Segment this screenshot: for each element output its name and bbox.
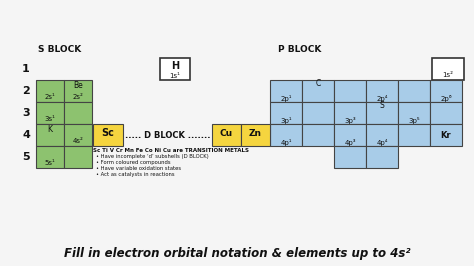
Bar	[64, 80, 92, 102]
Bar	[270, 124, 302, 146]
Bar	[334, 124, 366, 146]
Bar	[64, 102, 92, 124]
Text: H: H	[171, 61, 179, 71]
Bar	[270, 102, 302, 124]
Text: Sc Ti V Cr Mn Fe Co Ni Cu are TRANSITION METALS: Sc Ti V Cr Mn Fe Co Ni Cu are TRANSITION…	[93, 148, 249, 153]
Bar	[334, 102, 366, 124]
Text: 4p³: 4p³	[344, 139, 356, 146]
Text: Zn: Zn	[249, 128, 262, 138]
Text: • Form coloured compounds: • Form coloured compounds	[96, 160, 171, 165]
Bar	[334, 80, 366, 102]
Text: 3p¹: 3p¹	[280, 117, 292, 123]
Text: • Have incomplete ‘d’ subshells (D BLOCK): • Have incomplete ‘d’ subshells (D BLOCK…	[96, 154, 209, 159]
Text: Cu: Cu	[220, 128, 233, 138]
Text: P BLOCK: P BLOCK	[278, 45, 321, 54]
Text: 2s²: 2s²	[73, 94, 83, 100]
Bar	[430, 80, 462, 102]
Text: 1s²: 1s²	[443, 72, 454, 78]
Text: Kr: Kr	[441, 131, 451, 139]
Text: Be: Be	[73, 81, 83, 89]
Bar	[270, 80, 302, 102]
Text: C: C	[315, 80, 320, 89]
Bar	[432, 58, 464, 80]
Bar	[430, 124, 462, 146]
Bar	[334, 146, 366, 168]
Bar	[366, 146, 398, 168]
Bar	[398, 102, 430, 124]
Bar	[302, 102, 334, 124]
Text: ..... D BLOCK .......: ..... D BLOCK .......	[125, 131, 210, 139]
Bar	[366, 102, 398, 124]
Text: 2s¹: 2s¹	[45, 94, 55, 100]
Bar	[212, 124, 241, 146]
Bar	[366, 80, 398, 102]
Text: 4p⁴: 4p⁴	[376, 139, 388, 146]
Text: 5s¹: 5s¹	[45, 160, 55, 166]
Text: 2p⁴: 2p⁴	[376, 94, 388, 102]
Text: 3s¹: 3s¹	[45, 116, 55, 122]
Text: 2p¹: 2p¹	[280, 94, 292, 102]
Bar	[36, 102, 64, 124]
Bar	[36, 146, 64, 168]
Bar	[366, 124, 398, 146]
Text: 4p¹: 4p¹	[280, 139, 292, 146]
Text: 2: 2	[22, 86, 30, 96]
Text: 1s¹: 1s¹	[170, 73, 181, 78]
Bar	[64, 124, 92, 146]
Text: 5: 5	[22, 152, 30, 162]
Text: S BLOCK: S BLOCK	[38, 45, 81, 54]
Text: 1: 1	[22, 64, 30, 74]
Bar	[160, 58, 190, 80]
Bar	[64, 146, 92, 168]
Text: 2p⁶: 2p⁶	[440, 94, 452, 102]
Text: 3p³: 3p³	[344, 117, 356, 123]
Text: • Have variable oxidation states: • Have variable oxidation states	[96, 166, 181, 171]
Text: S: S	[380, 102, 384, 110]
Bar	[430, 102, 462, 124]
Text: 4: 4	[22, 130, 30, 140]
Bar	[93, 124, 123, 146]
Text: Sc: Sc	[101, 128, 114, 138]
Bar	[398, 80, 430, 102]
Bar	[302, 124, 334, 146]
Bar	[398, 124, 430, 146]
Text: K: K	[47, 124, 53, 134]
Text: Fill in electron orbital notation & elements up to 4s²: Fill in electron orbital notation & elem…	[64, 247, 410, 260]
Text: • Act as catalysts in reactions: • Act as catalysts in reactions	[96, 172, 174, 177]
Text: 4s²: 4s²	[73, 138, 83, 144]
Text: 3: 3	[22, 108, 30, 118]
Bar	[241, 124, 270, 146]
Bar	[36, 124, 64, 146]
Bar	[302, 80, 334, 102]
Text: 3p⁵: 3p⁵	[408, 117, 420, 123]
Bar	[36, 80, 64, 102]
